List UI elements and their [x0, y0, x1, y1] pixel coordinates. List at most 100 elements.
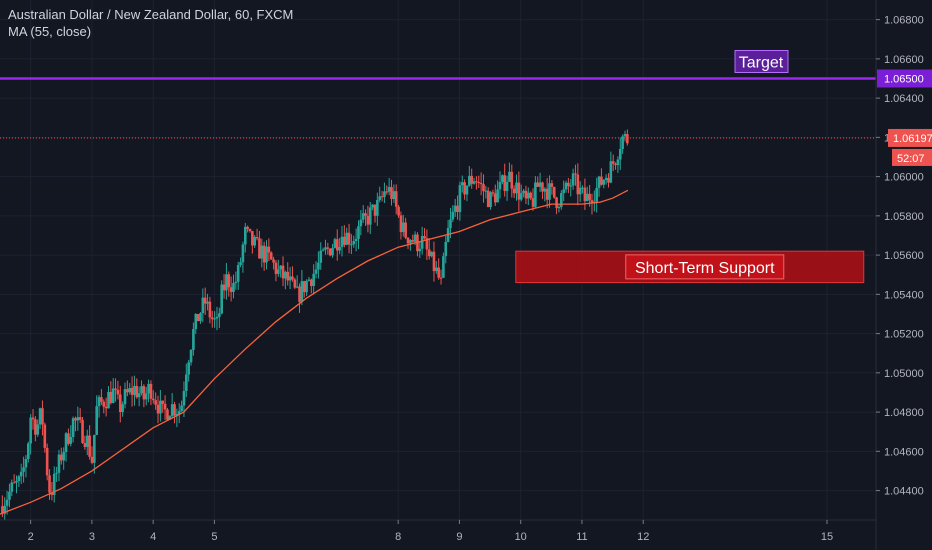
candle-body	[114, 388, 117, 390]
target-line-group[interactable]: Target	[0, 49, 876, 80]
candle-body	[460, 182, 464, 186]
last-price-tag-text: 1.06197	[893, 133, 932, 145]
candle-body	[267, 246, 271, 253]
price-tick-label: 1.05200	[884, 329, 924, 341]
price-tick-label: 1.04600	[884, 446, 924, 458]
candle-body	[284, 271, 287, 279]
candle-body	[102, 401, 106, 407]
candle-body	[192, 329, 195, 350]
candle-body	[227, 274, 231, 288]
time-axis[interactable]: 2 3 4 5 8 9 10 11 12 15	[0, 519, 876, 543]
candle-body	[222, 284, 226, 291]
candle-body	[571, 173, 575, 186]
candle-body	[258, 238, 261, 259]
candle-body	[208, 301, 212, 318]
price-axis-tags: 1.06500 1.06197 52:07	[877, 69, 932, 166]
candle-body	[331, 247, 334, 256]
candle-body	[526, 192, 530, 199]
candle-body	[201, 297, 205, 314]
candle-body	[281, 265, 285, 279]
candle-body	[496, 189, 499, 203]
candle-body	[144, 393, 148, 400]
price-axis[interactable]: 1.068001.066001.064001.062001.060001.058…	[875, 0, 924, 550]
candle-body	[29, 417, 32, 444]
candle-body	[239, 262, 242, 265]
time-tick-label: 9	[456, 531, 462, 543]
candle-body	[22, 467, 25, 472]
candle-body	[128, 387, 132, 393]
candle-body	[111, 388, 115, 403]
candle-body	[161, 400, 165, 404]
candle-body	[574, 173, 577, 175]
candle-body	[189, 349, 193, 363]
candle-body	[453, 205, 457, 212]
candle-body	[12, 482, 16, 484]
indicator-title[interactable]: MA (55, close)	[8, 24, 92, 39]
candle-body	[34, 419, 37, 435]
candle-body	[604, 177, 608, 180]
candle-body	[397, 206, 400, 216]
candle-body	[522, 190, 525, 194]
candle-body	[585, 193, 589, 202]
candle-body	[321, 249, 325, 251]
support-zone[interactable]: Short-Term Support	[515, 250, 865, 284]
candle-body	[343, 236, 346, 245]
candle-body	[449, 219, 452, 229]
ma-line	[0, 189, 629, 515]
candle-body	[458, 185, 462, 213]
price-tick-label: 1.04800	[884, 407, 924, 419]
candle-body	[390, 187, 393, 200]
candle-body	[133, 385, 136, 395]
candle-body	[147, 383, 150, 394]
candle-body	[109, 391, 113, 403]
candle-body	[1, 506, 4, 514]
candle-body	[324, 247, 327, 250]
candle-body	[595, 187, 598, 202]
price-tick-label: 1.05600	[884, 250, 924, 262]
candle-body	[156, 404, 160, 414]
candle-body	[373, 204, 377, 216]
symbol-title[interactable]: Australian Dollar / New Zealand Dollar, …	[8, 7, 294, 22]
time-tick-label: 4	[150, 531, 156, 543]
candle-body	[17, 476, 21, 481]
candle-body	[97, 397, 101, 407]
chart-legend: Australian Dollar / New Zealand Dollar, …	[8, 6, 293, 40]
candle-body	[602, 179, 606, 185]
candle-body	[251, 231, 254, 246]
moving-average	[0, 189, 629, 515]
candle-body	[255, 237, 259, 239]
candle-body	[104, 406, 108, 409]
candle-body	[607, 177, 610, 183]
candle-body	[465, 185, 469, 195]
price-tick-label: 1.05400	[884, 289, 924, 301]
candle-body	[399, 215, 403, 233]
candle-body	[5, 499, 9, 506]
candle-body	[427, 249, 431, 257]
candle-body	[576, 174, 580, 195]
candle-body	[81, 419, 84, 444]
candle-body	[555, 197, 558, 209]
candle-body	[562, 189, 565, 194]
candle-body	[177, 411, 181, 415]
candle-body	[140, 386, 143, 394]
candle-body	[543, 188, 547, 192]
candle-body	[338, 247, 341, 251]
candle-body	[470, 175, 473, 184]
candle-body	[376, 199, 379, 216]
candle-body	[581, 187, 584, 189]
candle-body	[550, 183, 554, 187]
candle-body	[498, 182, 502, 190]
candle-body	[508, 171, 511, 182]
candle-body	[269, 252, 273, 260]
candle-body	[618, 148, 622, 160]
candle-body	[350, 244, 353, 246]
target-price-tag	[877, 69, 932, 88]
candle-body	[142, 386, 146, 400]
candle-body	[253, 237, 257, 246]
candle-body	[295, 286, 299, 288]
candle-body	[203, 297, 207, 304]
candle-body	[288, 276, 292, 281]
candle-body	[611, 161, 615, 164]
candle-body	[163, 403, 167, 410]
